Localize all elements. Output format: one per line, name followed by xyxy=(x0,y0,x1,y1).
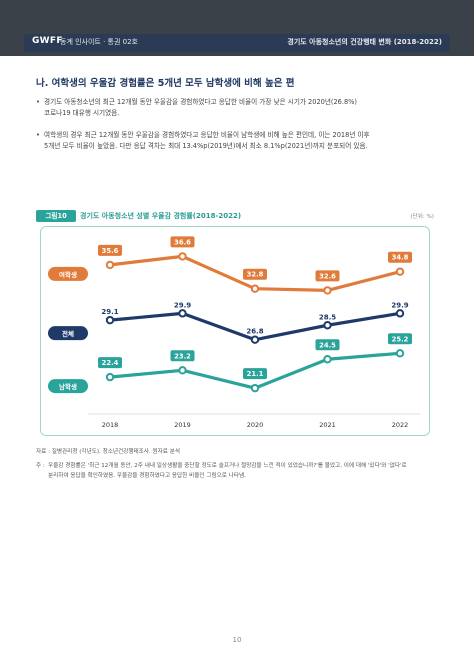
data-label: 34.8 xyxy=(392,254,409,262)
footnote: 주 : 우울감 경험률은 '최근 12개월 동안, 2주 내내 일상생활을 중단… xyxy=(36,461,436,481)
bullet-marker: • xyxy=(36,98,40,106)
x-tick-label: 2018 xyxy=(102,421,119,429)
data-label: 32.6 xyxy=(319,272,336,280)
section-title: 나. 여학생의 우울감 경험률은 5개년 모두 남학생에 비해 높은 편 xyxy=(36,78,295,89)
x-tick-label: 2019 xyxy=(174,421,191,429)
data-label: 21.1 xyxy=(247,370,264,378)
data-label-box xyxy=(98,244,122,256)
data-label: 26.8 xyxy=(246,328,263,336)
data-point xyxy=(105,315,115,325)
bullet-marker: • xyxy=(36,131,40,139)
figure-unit: (단위: %) xyxy=(410,214,434,220)
data-label: 32.8 xyxy=(247,271,264,279)
data-point xyxy=(250,335,260,344)
data-label: 36.6 xyxy=(174,238,191,246)
data-label-box xyxy=(388,251,412,263)
data-label-box xyxy=(98,357,122,369)
bullet-line: 코로나19 대유행 시기였음. xyxy=(44,109,120,117)
data-point xyxy=(250,383,260,393)
data-point xyxy=(178,309,187,318)
data-label-box xyxy=(315,270,340,282)
brand-logo-text: GWFF xyxy=(32,36,63,46)
data-label: 23.2 xyxy=(174,352,191,360)
data-point xyxy=(395,349,405,358)
header-bar xyxy=(24,34,450,52)
x-tick-label: 2021 xyxy=(319,421,336,429)
line-chart: 2018 2019 2020 2021 2022 여학생 35.6 36.6 32.8 32.6 3… xyxy=(48,236,420,429)
data-label-box xyxy=(170,350,195,362)
data-point xyxy=(323,355,332,364)
legend-badge xyxy=(48,266,88,281)
data-point xyxy=(250,284,260,293)
page-number: 10 xyxy=(232,636,242,644)
data-point xyxy=(395,309,405,318)
data-label-box xyxy=(170,236,195,248)
data-label: 22.4 xyxy=(102,359,119,367)
data-point xyxy=(395,267,405,276)
data-point xyxy=(105,372,115,382)
data-label: 29.9 xyxy=(391,301,408,309)
data-label-box xyxy=(388,333,412,345)
bullet-paragraph: • 여학생의 경우 최근 12개월 동안 우울감을 경험하였다고 응답한 비율이… xyxy=(36,130,436,152)
data-label: 28.5 xyxy=(319,313,336,321)
figure-title: 경기도 아동청소년 성별 우울감 경험률(2018-2022) xyxy=(80,212,242,220)
legend-label: 여학생 xyxy=(59,270,77,279)
data-label-box xyxy=(315,339,340,351)
bullet-line: 경기도 아동청소년의 최근 12개월 동안 우울감을 경험하였다고 응답한 비율… xyxy=(44,98,357,106)
footnote-line: 분리하여 응답을 확인하였음. 우울감을 경험하였다고 응답한 비율인 그림으로… xyxy=(48,473,246,479)
data-label-box xyxy=(243,368,267,380)
legend-label: 남학생 xyxy=(59,382,77,391)
source-note: 자료 : 질병관리청 (각년도). 청소년건강행태조사. 원자료 분석 xyxy=(36,449,180,455)
data-point xyxy=(105,260,115,270)
data-label: 25.2 xyxy=(392,335,409,343)
data-point xyxy=(323,321,332,330)
data-label-box xyxy=(243,268,267,280)
figure-number-badge: 그림10 xyxy=(36,210,76,222)
footnote-line: 우울감 경험률은 '최근 12개월 동안, 2주 내내 일상생활을 중단할 정도… xyxy=(48,463,407,469)
data-label: 24.5 xyxy=(319,341,336,349)
bullet-line: 여학생의 경우 최근 12개월 동안 우울감을 경험하였다고 응답한 비율이 남… xyxy=(44,131,370,139)
footnote-marker: 주 : xyxy=(36,463,45,469)
data-point xyxy=(323,286,332,295)
legend-badge xyxy=(48,326,88,341)
data-point xyxy=(178,252,187,261)
legend-badge xyxy=(48,379,88,394)
data-point xyxy=(178,366,187,375)
report-title: 경기도 아동청소년의 건강행태 변화 (2018-2022) xyxy=(287,38,442,46)
data-label: 29.1 xyxy=(101,308,118,316)
x-tick-label: 2022 xyxy=(392,421,409,429)
bullet-line: 5개년 모두 비율이 높았음. 다만 응답 격차는 최대 13.4%p(2019… xyxy=(44,142,368,150)
data-label: 29.9 xyxy=(174,301,191,309)
legend-label: 전체 xyxy=(62,329,74,338)
data-label: 35.6 xyxy=(102,247,119,255)
bullet-paragraph: • 경기도 아동청소년의 최근 12개월 동안 우울감을 경험하였다고 응답한 … xyxy=(36,97,436,119)
issue-label: 동계 인사이트 · 통권 02호 xyxy=(60,38,138,46)
x-tick-label: 2020 xyxy=(247,421,264,429)
